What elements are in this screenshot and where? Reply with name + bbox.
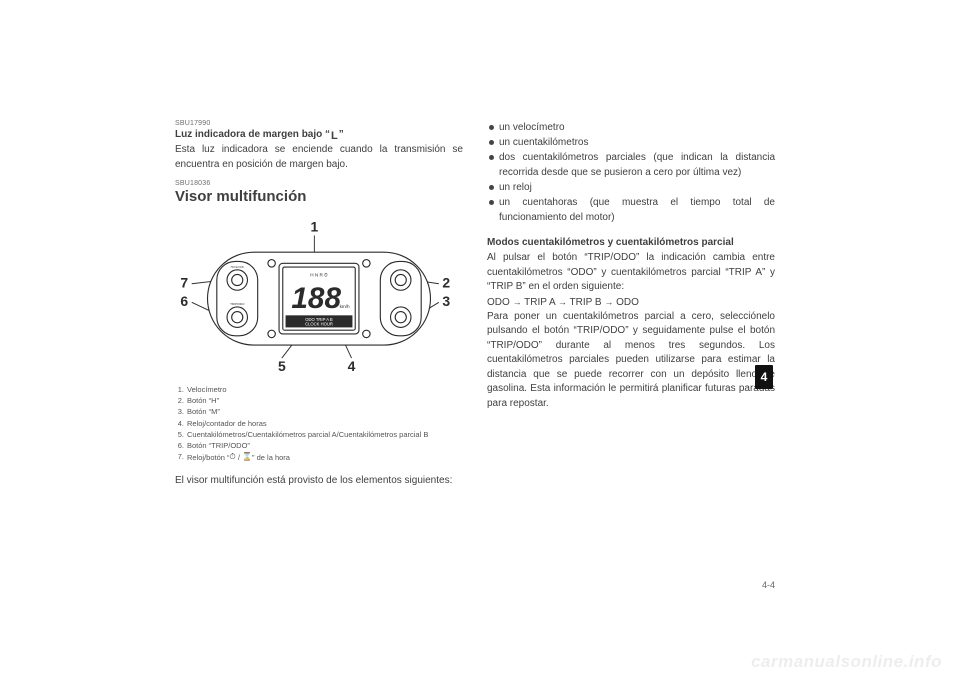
list-item: un cuentakilómetros — [487, 135, 775, 150]
list-item: un velocímetro — [487, 120, 775, 135]
legend-item: 1.Velocímetro — [175, 384, 463, 395]
heading-low-indicator: Luz indicadora de margen bajo “L” — [175, 128, 463, 143]
modes-p2: Para poner un cuentakilómetros parcial a… — [487, 310, 775, 412]
feature-list: un velocímetro un cuentakilómetros dos c… — [487, 120, 775, 225]
svg-text:CLOCK HOUR: CLOCK HOUR — [305, 322, 333, 327]
page-number: 4-4 — [762, 580, 775, 590]
arrow-icon: → — [513, 297, 522, 307]
svg-text:km/h: km/h — [340, 304, 350, 309]
svg-text:H N R ⏱: H N R ⏱ — [310, 273, 328, 278]
legend-item: 5.Cuentakilómetros/Cuentakilómetros parc… — [175, 429, 463, 440]
svg-text:4: 4 — [348, 358, 356, 374]
closing-text: El visor multifunción está provisto de l… — [175, 474, 463, 489]
arrow-icon: → — [604, 297, 613, 307]
diagram-legend: 1.Velocímetro 2.Botón “H” 3.Botón “M” 4.… — [175, 384, 463, 464]
svg-text:7: 7 — [180, 275, 188, 291]
list-item: dos cuentakilómetros parciales (que indi… — [487, 150, 775, 180]
low-gear-icon: L — [330, 129, 339, 143]
heading-multifunction: Visor multifunción — [175, 188, 463, 205]
section-multifunction: SBU18036 Visor multifunción 1 2 3 4 5 6 7 — [175, 180, 463, 488]
section-low-indicator: SBU17990 Luz indicadora de margen bajo “… — [175, 120, 463, 172]
legend-item: 2.Botón “H” — [175, 395, 463, 406]
hourglass-icon: ⌛ — [242, 452, 252, 461]
svg-text:1: 1 — [310, 219, 318, 235]
heading-modes: Modos cuentakilómetros y cuentakilómetro… — [487, 236, 775, 249]
legend-item: 4.Reloj/contador de horas — [175, 418, 463, 429]
svg-text:6: 6 — [180, 293, 188, 309]
list-item: un cuentahoras (que muestra el tiempo to… — [487, 195, 775, 225]
svg-text:2: 2 — [442, 275, 450, 291]
legend-item: 6.Botón “TRIP/ODO” — [175, 440, 463, 451]
legend-item: 3.Botón “M” — [175, 406, 463, 417]
body-low-indicator: Esta luz indicadora se enciende cuando l… — [175, 143, 463, 172]
svg-text:TRIP/ODO: TRIP/ODO — [230, 302, 245, 306]
svg-text:5: 5 — [278, 358, 286, 374]
multifunction-diagram: 1 2 3 4 5 6 7 — [175, 215, 463, 378]
dashboard-svg: 1 2 3 4 5 6 7 — [175, 215, 463, 378]
arrow-icon: → — [558, 297, 567, 307]
svg-text:188: 188 — [291, 282, 341, 315]
code-ref-2: SBU18036 — [175, 180, 463, 187]
left-column: SBU17990 Luz indicadora de margen bajo “… — [175, 120, 463, 590]
cycle-sequence: ODO → TRIP A → TRIP B → ODO — [487, 295, 775, 310]
list-item: un reloj — [487, 180, 775, 195]
page-content: SBU17990 Luz indicadora de margen bajo “… — [175, 120, 775, 590]
section-tab: 4 — [755, 365, 773, 389]
legend-item: 7. Reloj/botón “⏱ / ⌛” de la hora — [175, 451, 463, 463]
code-ref-1: SBU17990 — [175, 120, 463, 127]
modes-p1: Al pulsar el botón “TRIP/ODO” la indicac… — [487, 251, 775, 295]
watermark: carmanualsonline.info — [751, 652, 942, 672]
svg-text:H/CLOCK: H/CLOCK — [231, 265, 244, 269]
right-column: un velocímetro un cuentakilómetros dos c… — [487, 120, 775, 590]
svg-text:3: 3 — [442, 293, 450, 309]
